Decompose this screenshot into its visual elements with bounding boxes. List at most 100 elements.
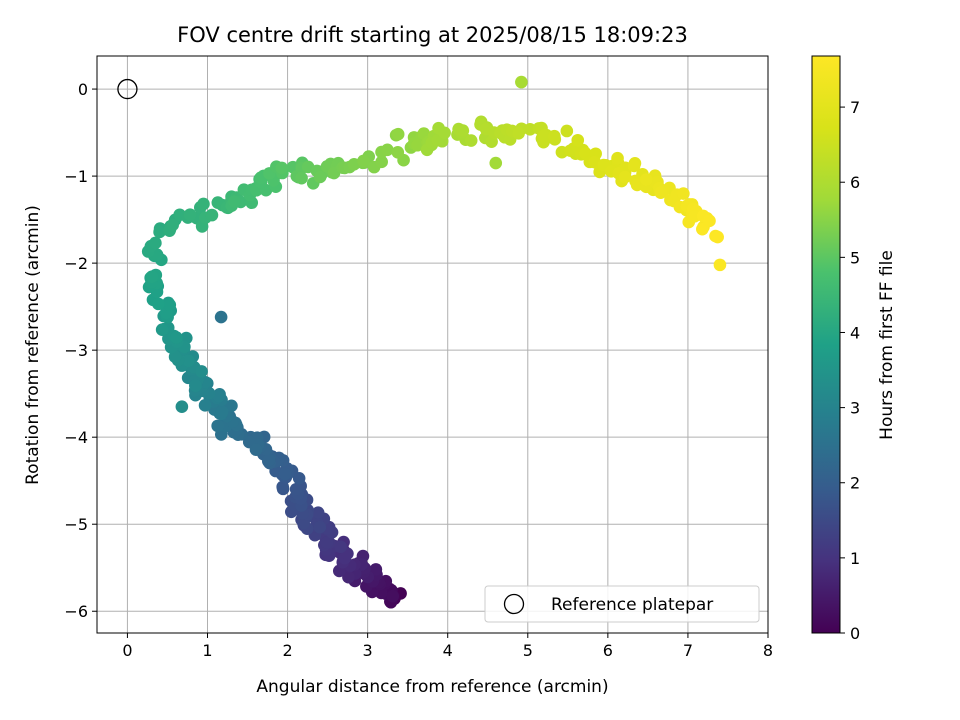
colorbar-tick-label: 0 (850, 624, 860, 643)
scatter-point (618, 170, 632, 184)
scatter-point (537, 129, 550, 143)
scatter-point (175, 400, 189, 414)
scatter-point (225, 399, 238, 413)
scatter-point (155, 323, 169, 336)
scatter-point (515, 75, 528, 89)
scatter-point (548, 129, 561, 143)
scatter-point (153, 225, 166, 239)
scatter-point (182, 354, 195, 367)
colorbar-tick-label: 7 (850, 98, 860, 117)
scatter-point (313, 520, 327, 534)
x-tick-label: 7 (683, 641, 693, 660)
scatter-point (170, 331, 183, 344)
scatter-point (262, 453, 276, 467)
scatter-point (275, 161, 289, 175)
scatter-point (295, 171, 308, 185)
scatter-point (711, 230, 724, 244)
scatter-point (320, 536, 334, 550)
x-tick-label: 3 (363, 641, 373, 660)
scatter-point (677, 187, 690, 200)
scatter-point (456, 124, 470, 137)
scatter-point (654, 186, 668, 200)
scatter-point (289, 482, 303, 496)
scatter-point (189, 379, 202, 392)
scatter-point (205, 208, 219, 222)
scatter-point (703, 214, 716, 228)
colorbar-tick-label: 3 (850, 399, 860, 418)
scatter-point (611, 151, 624, 165)
scatter-point (166, 218, 179, 232)
scatter-point (227, 195, 241, 208)
x-tick-label: 8 (763, 641, 773, 660)
plot-frame (96, 55, 769, 634)
legend: Reference platepar (484, 585, 760, 623)
y-tick-label: −4 (64, 428, 88, 447)
scatter-point (342, 570, 355, 584)
chart-title: FOV centre drift starting at 2025/08/15 … (177, 23, 688, 47)
scatter-point (489, 156, 503, 170)
scatter-point (334, 540, 348, 554)
scatter-points (141, 75, 727, 609)
scatter-point (627, 159, 641, 173)
scatter-point (152, 297, 165, 311)
y-tick-label: −3 (64, 341, 88, 360)
colorbar-tick-label: 5 (850, 248, 860, 267)
colorbar-ticks: 0 1 2 3 4 5 6 7 (840, 98, 860, 643)
y-ticks: 0 −1 −2 −3 −4 −5 −6 (64, 80, 97, 621)
x-tick-label: 2 (282, 641, 292, 660)
scatter-point (278, 467, 292, 481)
scatter-point (438, 126, 451, 140)
scatter-point (149, 236, 162, 250)
scatter-point (197, 197, 210, 211)
scatter-point (411, 138, 424, 152)
scatter-point (375, 155, 388, 169)
reference-platepar-marker (117, 78, 138, 100)
scatter-point (145, 270, 159, 283)
legend-label: Reference platepar (551, 595, 713, 615)
x-tick-label: 0 (122, 641, 132, 660)
x-axis-label: Angular distance from reference (arcmin) (256, 677, 608, 697)
scatter-point (211, 419, 224, 433)
y-tick-label: −1 (64, 167, 88, 186)
scatter-point (571, 133, 585, 147)
y-tick-label: −2 (64, 254, 88, 273)
scatter-point (313, 170, 327, 184)
colorbar-tick-label: 4 (850, 323, 860, 342)
scatter-point (215, 405, 229, 419)
scatter-point (696, 222, 709, 236)
colorbar-tick-label: 1 (850, 549, 860, 568)
x-tick-label: 1 (202, 641, 212, 660)
reference-marker-layer (117, 78, 138, 100)
scatter-point (168, 350, 182, 364)
scatter-point (391, 145, 405, 159)
y-tick-label: −5 (64, 515, 88, 534)
colorbar: 0 1 2 3 4 5 6 7 Hours from first FF file (811, 55, 897, 643)
y-axis-label: Rotation from reference (arcmin) (23, 205, 43, 485)
scatter-point (276, 480, 289, 494)
scatter-point (512, 127, 525, 140)
scatter-point (249, 443, 263, 456)
colorbar-tick-label: 6 (850, 173, 860, 192)
legend-box (484, 585, 760, 623)
x-tick-label: 6 (603, 641, 613, 660)
scatter-point (195, 365, 208, 378)
x-ticks: 0 1 2 3 4 5 6 7 8 (122, 633, 773, 660)
scatter-point (198, 399, 212, 412)
scatter-point (369, 563, 383, 576)
scatter-point (311, 506, 325, 519)
scatter-point (381, 143, 394, 157)
scatter-point (391, 127, 405, 141)
scatter-point (464, 134, 478, 147)
scatter-point (386, 589, 400, 603)
scatter-point (639, 173, 653, 186)
scatter-point (357, 154, 370, 168)
scatter-point (713, 258, 727, 272)
x-tick-label: 5 (523, 641, 533, 660)
scatter-point (163, 298, 177, 312)
colorbar-gradient (811, 55, 841, 634)
scatter-point (212, 389, 225, 403)
legend-reference-marker (503, 593, 525, 615)
scatter-point (183, 208, 197, 221)
y-tick-label: 0 (78, 80, 88, 99)
